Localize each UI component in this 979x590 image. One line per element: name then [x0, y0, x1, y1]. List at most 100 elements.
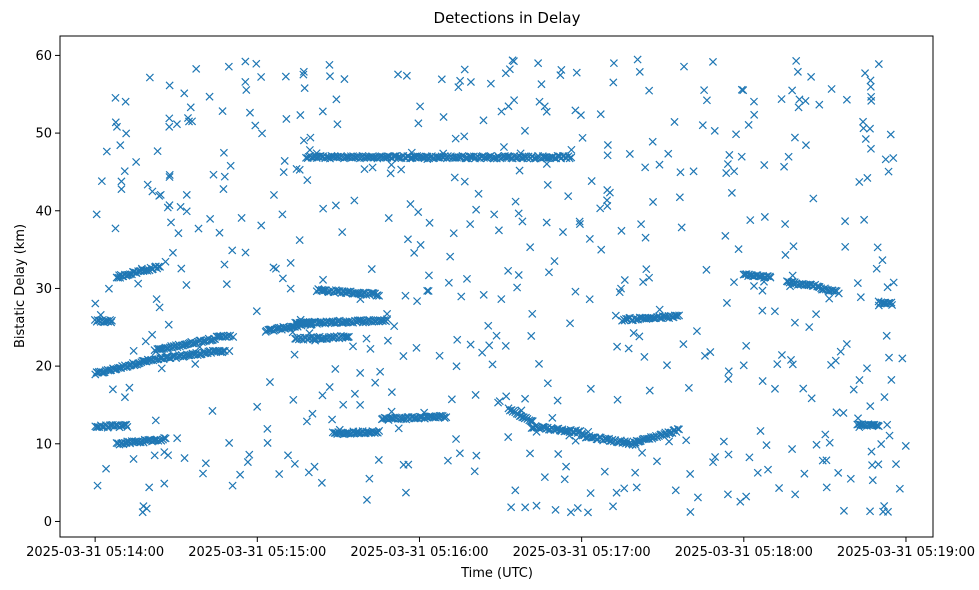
data-point [156, 190, 165, 199]
data-point [867, 447, 876, 456]
data-point [145, 73, 154, 82]
data-point [534, 59, 543, 68]
data-point [241, 77, 250, 86]
data-point [863, 173, 872, 182]
data-point [449, 229, 458, 238]
data-point [331, 364, 340, 374]
data-point [269, 190, 278, 199]
data-point [253, 402, 262, 411]
data-point [141, 337, 150, 346]
data-point [706, 348, 715, 357]
data-point [161, 434, 170, 443]
data-point [333, 120, 342, 129]
data-point [416, 240, 425, 249]
data-point [181, 340, 190, 349]
data-point [360, 165, 369, 174]
data-point [719, 437, 728, 446]
data-point [565, 431, 574, 440]
data-point [423, 155, 432, 164]
data-point [526, 243, 535, 252]
data-point [344, 332, 353, 341]
data-point [494, 226, 503, 235]
data-markers [90, 55, 910, 517]
data-point [414, 208, 423, 217]
data-point [554, 449, 563, 459]
data-point [153, 147, 162, 156]
data-point [889, 278, 898, 287]
data-point [742, 341, 751, 350]
x-tick-label: 2025-03-31 05:18:00 [675, 545, 813, 560]
data-point [407, 148, 416, 157]
data-point [129, 454, 138, 464]
data-point [564, 192, 573, 201]
data-point [856, 293, 865, 302]
x-tick-label: 2025-03-31 05:16:00 [350, 545, 488, 560]
data-point [166, 218, 176, 227]
data-point [245, 108, 254, 117]
data-point [328, 415, 337, 424]
data-point [514, 270, 523, 280]
data-point [383, 309, 392, 318]
x-tick-label: 2025-03-31 05:14:00 [26, 545, 164, 560]
data-point [825, 294, 834, 303]
data-point [625, 149, 634, 158]
data-point [403, 235, 412, 244]
data-point [390, 322, 399, 331]
data-point [597, 245, 606, 254]
data-point [116, 273, 125, 282]
data-point [801, 96, 810, 105]
y-axis-title: Bistatic Delay (km) [13, 224, 28, 348]
data-point [485, 341, 494, 350]
data-point [401, 291, 410, 300]
data-point [542, 218, 551, 227]
data-point [527, 331, 536, 340]
data-point [145, 483, 154, 492]
data-point [283, 451, 293, 460]
data-point [219, 346, 228, 355]
data-point [451, 134, 460, 143]
data-point [155, 303, 164, 312]
data-point [645, 273, 654, 282]
data-point [435, 351, 444, 360]
data-point [855, 376, 864, 385]
data-point [880, 393, 889, 402]
data-point [775, 484, 784, 493]
data-point [460, 65, 469, 74]
data-point [226, 161, 235, 170]
data-point [172, 120, 181, 129]
data-point [517, 406, 526, 415]
x-tick-label: 2025-03-31 05:19:00 [837, 545, 975, 560]
data-point [383, 336, 392, 345]
data-point [842, 340, 851, 349]
y-tick-label: 0 [44, 515, 52, 530]
data-point [777, 350, 786, 360]
data-point [645, 386, 654, 395]
data-point [747, 271, 756, 280]
data-point [225, 347, 234, 356]
data-point [629, 329, 638, 338]
data-point [461, 154, 470, 163]
data-point [387, 160, 396, 169]
data-point [620, 275, 629, 285]
data-point [504, 102, 513, 111]
data-point [877, 440, 886, 449]
data-point [112, 122, 121, 131]
x-axis: 2025-03-31 05:14:00 2025-03-31 05:15:00 20… [26, 537, 975, 560]
data-point [366, 344, 375, 353]
data-point [548, 413, 557, 422]
data-point [550, 257, 559, 266]
data-point [620, 437, 629, 446]
data-point [278, 210, 287, 219]
data-point [269, 263, 278, 272]
data-point [263, 438, 272, 447]
data-point [801, 141, 810, 150]
data-point [296, 111, 305, 120]
data-point [708, 57, 718, 66]
data-point [209, 170, 218, 179]
data-point [611, 311, 620, 320]
data-point [511, 197, 520, 206]
data-point [860, 215, 869, 224]
data-point [635, 67, 644, 76]
data-point [784, 152, 793, 161]
data-point [603, 140, 612, 150]
